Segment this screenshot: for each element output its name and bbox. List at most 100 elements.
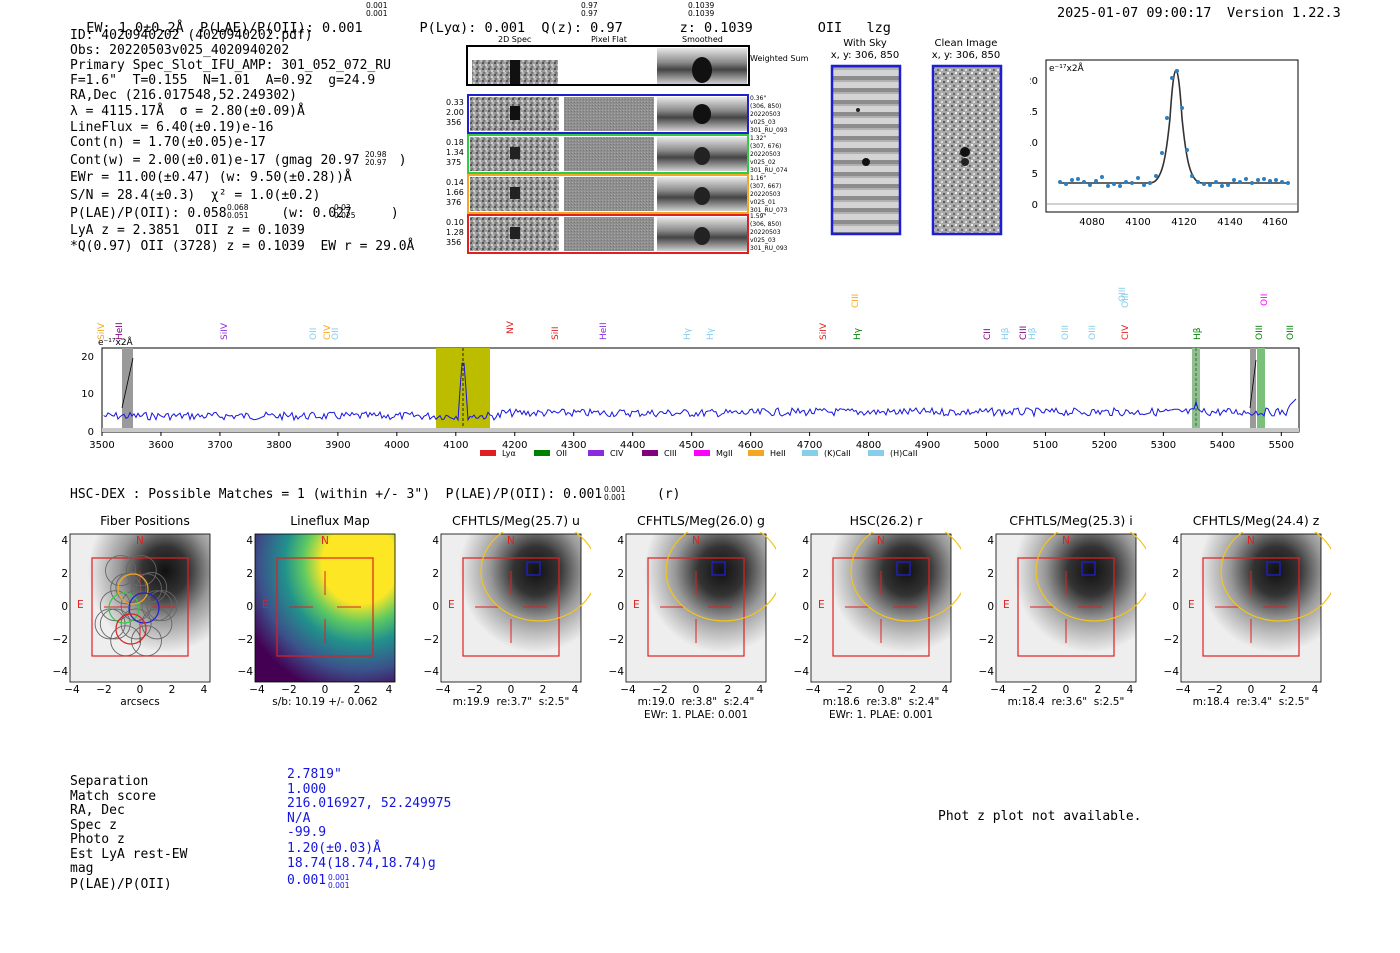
hsc-ytick: 2 [246, 568, 253, 580]
info-plae-w-sup: 0.03 0.025 [334, 203, 356, 220]
zoom-ytick-20: 20 [1030, 76, 1038, 87]
spectral-line-label-21: OIII [1121, 293, 1131, 308]
hsc-xtick: 0 [1062, 684, 1070, 696]
legend-label-1: OII [556, 449, 567, 458]
hsc-caption: m:18.4 re:3.6" s:2.5" [1007, 696, 1125, 708]
spec-xtick-4700: 4700 [797, 440, 822, 451]
row3-left-c: 376 [446, 198, 462, 207]
info-plae-sup: 0.068 0.051 [227, 203, 249, 220]
hsc-panel-image [810, 532, 961, 683]
row4-right-a: 1.59" [750, 213, 767, 220]
oiii-region [1257, 348, 1265, 432]
tbl-label-specz: Spec z [70, 818, 117, 833]
hsc-ytick: −2 [793, 634, 809, 646]
spectral-line-label-24: OII [1260, 294, 1270, 306]
hsc-xtick: −4 [805, 684, 821, 696]
north-label: N [321, 535, 329, 547]
north-label: N [136, 535, 144, 547]
hsc-ytick: 0 [802, 601, 809, 613]
spec-legend: Lyα OII CIV CIII MgII HeII (K)CaII (H)CaII [480, 449, 917, 458]
tbl-value-separation: 2.7819" [287, 767, 342, 782]
info-sn: S/N = 28.4(±0.3) χ² = 1.0(±0.2) [70, 188, 321, 203]
row2-right-c: 20220503 [750, 151, 781, 158]
hsc-panel-title: CFHTLS/Meg(25.7) u [452, 513, 580, 528]
hsc-ytick: 2 [432, 568, 439, 580]
hsc-ytick: −2 [1163, 634, 1179, 646]
row3-right: 1.16" (307, 667) 20220503 v025_01 301_RU… [750, 175, 787, 215]
hsc-ytick: −2 [423, 634, 439, 646]
spectral-line-label-22: CIV [1121, 324, 1131, 340]
tbl-value-radec: 216.016927, 52.249975 [287, 796, 452, 811]
hsc-xtick: −2 [652, 684, 668, 696]
spectral-line-label-18: OIII [1061, 325, 1071, 340]
row2-right-a: 1.32" [750, 135, 767, 142]
hsc-xtick: 4 [941, 684, 949, 696]
spec-xtick-4900: 4900 [915, 440, 940, 451]
spec-xtick-4500: 4500 [679, 440, 704, 451]
hsc-xtick: 4 [200, 684, 208, 696]
row1-left: 0.33 2.00 356 [446, 98, 464, 128]
spectral-line-label-11: SiIV [819, 322, 829, 340]
hsc-ytick: −4 [793, 666, 809, 678]
header-sup-q: 0.97 0.97 [581, 1, 598, 18]
with-sky-title: With Sky [843, 38, 887, 49]
row3-left-a: 0.14 [446, 178, 464, 187]
spec-xtick-5500: 5500 [1269, 440, 1294, 451]
hsc-ytick: −4 [1163, 666, 1179, 678]
spec-xtick-5100: 5100 [1033, 440, 1058, 451]
row3-right-b: (307, 667) [750, 183, 782, 190]
with-sky-coords: x, y: 306, 850 [830, 50, 900, 61]
zoom-ytick-5: 5 [1032, 169, 1038, 180]
clean-title-block: Clean Image x, y: 306, 850 [928, 38, 1004, 62]
zoom-xtick-4140: 4140 [1217, 217, 1242, 228]
spec-xtick-5300: 5300 [1151, 440, 1176, 451]
hsc-caption: arcsecs [120, 696, 160, 708]
zoom-xtick-4080: 4080 [1079, 217, 1104, 228]
zoom-xtick-4100: 4100 [1125, 217, 1150, 228]
legend-label-2: CIV [610, 449, 624, 458]
legend-swatch-4 [694, 450, 710, 456]
info-lya-z: LyA z = 2.3851 OII z = 0.1039 [70, 223, 305, 238]
legend-label-5: HeII [770, 449, 786, 458]
hsc-xtick: 4 [571, 684, 579, 696]
row4-right-b: (306, 850) [750, 221, 782, 228]
hsc-ytick: 0 [1172, 601, 1179, 613]
hsc-caption-ew: EWr: 1. PLAE: 0.001 [643, 709, 749, 721]
row3-left: 0.14 1.66 376 [446, 178, 464, 208]
hsc-xtick: 0 [136, 684, 144, 696]
spec-ytick-10: 10 [81, 389, 94, 400]
row1-right-a: 0.36" [750, 95, 767, 102]
row2-left-a: 0.18 [446, 138, 464, 147]
spec-ytick-0: 0 [88, 427, 94, 438]
hsc-ytick: 4 [987, 535, 994, 547]
info-fiber: F=1.6" T=0.155 N=1.01 A=0.92 g=24.9 [70, 73, 376, 88]
spec-xtick-3700: 3700 [207, 440, 232, 451]
row4-left-c: 356 [446, 238, 462, 247]
row4-right-e: 301_RU_093 [750, 245, 788, 252]
hsc-xtick: 4 [1311, 684, 1319, 696]
hsc-ytick: 4 [617, 535, 624, 547]
row4-right-d: v025_03 [750, 237, 776, 244]
spec-xtick-3800: 3800 [266, 440, 291, 451]
spectral-line-label-3: OII [309, 328, 319, 340]
hsc-xtick: 2 [1279, 684, 1287, 696]
hsc-caption: m:18.4 re:3.4" s:2.5" [1192, 696, 1310, 708]
hsc-xtick: −4 [435, 684, 451, 696]
hsc-ytick: 0 [987, 601, 994, 613]
clean-image [931, 64, 1003, 236]
hsc-ytick: 4 [802, 535, 809, 547]
tbl-label-mag: mag [70, 861, 94, 876]
legend-swatch-2 [588, 450, 604, 456]
hsc-ytick: −4 [608, 666, 624, 678]
spectral-line-label-2: SiIV [220, 322, 230, 340]
hsc-xtick: −2 [467, 684, 483, 696]
spectral-line-label-17: Hβ [1028, 327, 1038, 340]
east-label: E [1003, 599, 1010, 611]
hsc-panel-title: Lineflux Map [290, 513, 370, 528]
spectral-line-label-16: CIII [1019, 326, 1029, 340]
spec-xtick-3900: 3900 [325, 440, 350, 451]
east-label: E [1188, 599, 1195, 611]
info-q-oii: *Q(0.97) OII (3728) z = 0.1039 EW r = 29… [70, 239, 415, 254]
spectral-line-label-23: Hβ [1193, 327, 1203, 340]
spec-xtick-4300: 4300 [561, 440, 586, 451]
